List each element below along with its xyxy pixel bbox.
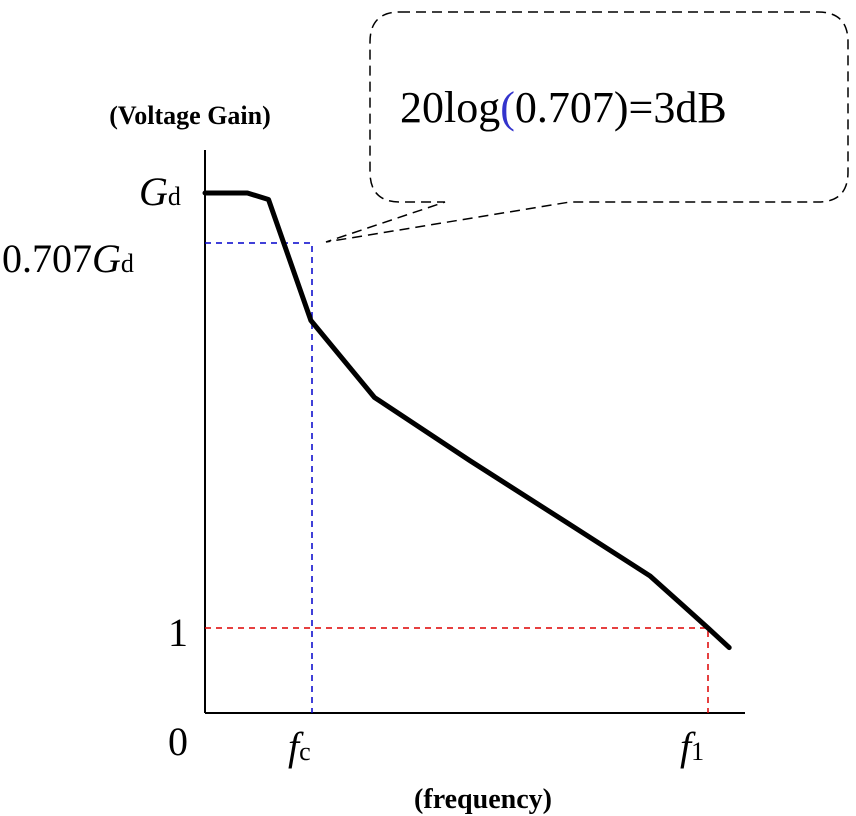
y-tick-gd-main: G [139,169,168,214]
y-tick-gd: Gd [139,169,181,214]
callout-text-end: 0.707)=3dB [515,83,727,132]
y-tick-gd-sub: d [168,182,181,211]
y-tick-one: 1 [168,610,188,655]
y-tick-0707gd-prefix: 0.707 [2,236,92,281]
y-tick-0707gd-main: G [92,236,121,281]
y-axis-label: (Voltage Gain) [109,101,271,130]
origin-label: 0 [168,719,188,764]
x-tick-fc: fc [288,724,311,769]
reference-line-1 [205,242,313,713]
callout-bubble [325,11,849,243]
x-tick-fc-sub: c [299,737,311,766]
y-tick-0707gd-sub: d [121,249,134,278]
gain-curve [202,190,732,651]
callout-paren: ( [500,83,515,132]
y-tick-0707gd: 0.707Gd [2,236,134,281]
x-tick-f1-sub: 1 [691,737,704,766]
x-axis-label: (frequency) [414,784,552,815]
callout-text-start: 20log [400,83,500,132]
reference-line-2 [205,627,709,713]
callout-text: 20log(0.707)=3dB [400,83,727,132]
series-line-1 [202,190,732,651]
reference-lines [205,242,709,713]
x-tick-f1: f1 [680,724,704,769]
